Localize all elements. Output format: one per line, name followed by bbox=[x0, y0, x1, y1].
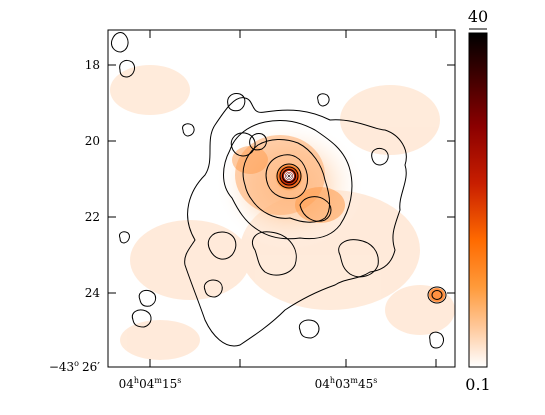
colorbar-max-label: 40 bbox=[468, 7, 488, 26]
y-tick-label: 22 bbox=[85, 210, 100, 224]
intensity-map bbox=[108, 30, 455, 367]
tick-marks bbox=[108, 30, 455, 368]
x-tick-label: 04h04m15s bbox=[119, 376, 182, 391]
compact-source bbox=[429, 288, 445, 302]
x-tick-label: 04h03m45s bbox=[315, 376, 378, 391]
peak-contours bbox=[284, 171, 294, 181]
map-frame bbox=[107, 29, 456, 368]
x-axis-labels: 04h04m15s 04h03m45s bbox=[119, 376, 378, 391]
colorbar: 40 0.1 bbox=[465, 7, 490, 394]
colorbar-min-label: 0.1 bbox=[465, 375, 490, 394]
y-tick-label: 24 bbox=[85, 286, 101, 300]
y-axis-labels: 18 20 22 24 −43o 26′ bbox=[49, 58, 101, 374]
y-tick-label: 18 bbox=[85, 58, 100, 72]
colorbar-gradient bbox=[468, 32, 488, 368]
y-tick-label: 20 bbox=[85, 134, 100, 148]
y-tick-label-dec: −43o 26′ bbox=[49, 359, 100, 374]
contour-lines bbox=[111, 32, 447, 349]
faint-emission bbox=[110, 65, 455, 360]
